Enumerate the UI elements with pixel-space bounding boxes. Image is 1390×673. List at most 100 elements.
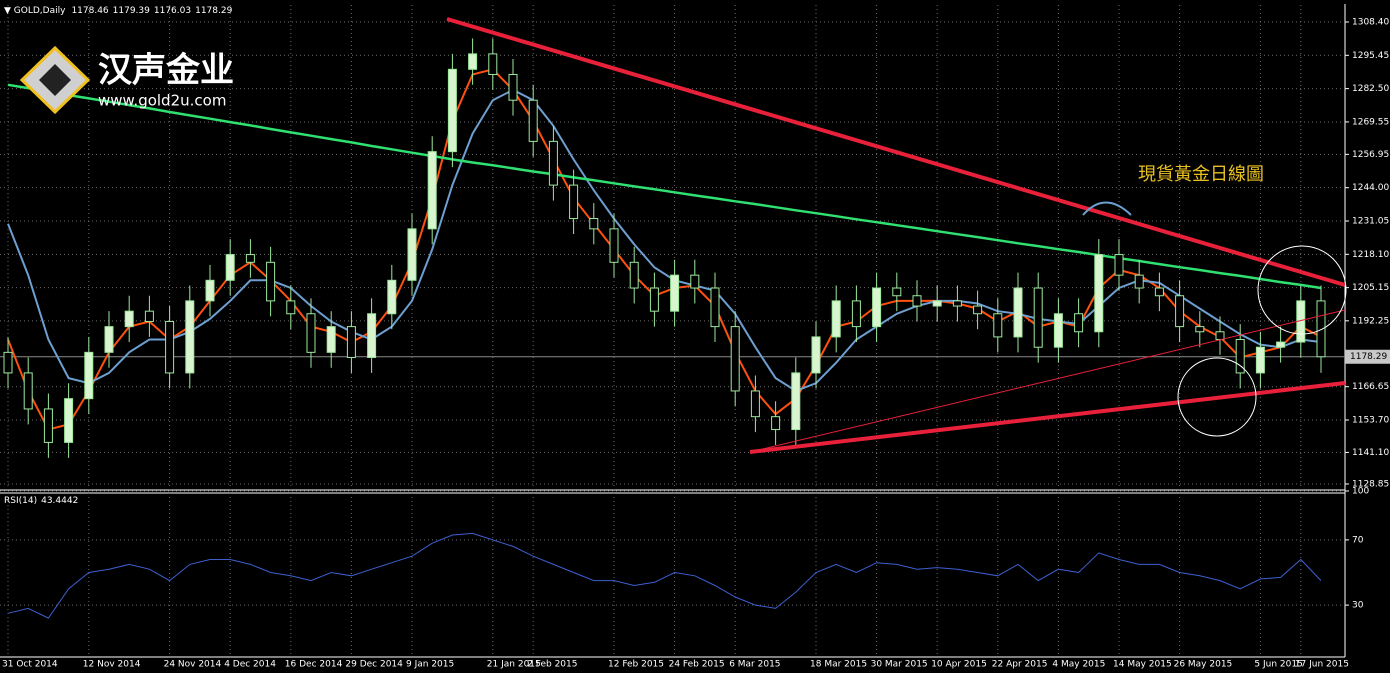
candle-body bbox=[144, 310, 154, 322]
x-tick-label: 4 May 2015 bbox=[1052, 660, 1105, 670]
candle-body bbox=[710, 287, 720, 328]
x-tick-label: 2 Feb 2015 bbox=[527, 660, 577, 670]
chart-header: ▼ GOLD,Daily 1178.46 1179.39 1176.03 1178.29 bbox=[4, 6, 233, 16]
candle-body bbox=[609, 228, 619, 263]
candle-body bbox=[528, 99, 538, 142]
candle-body bbox=[1255, 346, 1265, 374]
candle-body bbox=[326, 326, 336, 353]
candle-body bbox=[932, 300, 942, 307]
candle-body bbox=[1316, 300, 1326, 358]
highlight-arc bbox=[1082, 201, 1132, 216]
candle-body bbox=[569, 184, 579, 220]
candle-body bbox=[1013, 287, 1023, 338]
y-tick-label: 70 bbox=[1352, 535, 1364, 545]
y-tick-label: 1218.10 bbox=[1352, 250, 1389, 260]
marks: 1308.40 1295.45 1282.50 1269.55 1256.95 1244.… bbox=[0, 5, 1389, 670]
quote: 1179.39 bbox=[113, 6, 150, 16]
candle-body bbox=[205, 279, 215, 302]
candle-body bbox=[43, 408, 53, 443]
x-tick-label: 5 Jun 2015 bbox=[1254, 660, 1302, 670]
candle-body bbox=[286, 300, 296, 315]
highlight-circle bbox=[1257, 245, 1347, 335]
y-tick-label: 1205.15 bbox=[1352, 283, 1389, 293]
y-tick-label: 30 bbox=[1352, 601, 1364, 611]
x-tick-label: 6 Mar 2015 bbox=[729, 660, 780, 670]
candle-body bbox=[1195, 326, 1205, 333]
candle-body bbox=[993, 313, 1003, 338]
y-tick-label: 100 bbox=[1352, 487, 1369, 497]
candle-body bbox=[64, 398, 74, 443]
x-tick-label: 14 May 2015 bbox=[1113, 660, 1172, 670]
candle-body bbox=[730, 326, 740, 392]
x-tick-label: 24 Nov 2014 bbox=[164, 660, 222, 670]
x-tick-label: 4 Dec 2014 bbox=[224, 660, 276, 670]
highlight-circle bbox=[1177, 357, 1257, 437]
x-tick-label: 24 Feb 2015 bbox=[669, 660, 725, 670]
y-tick-label: 1295.45 bbox=[1352, 51, 1389, 61]
candle-body bbox=[447, 68, 457, 153]
y-tick-label: 1192.25 bbox=[1352, 316, 1389, 326]
candle-body bbox=[3, 351, 13, 374]
candle-body bbox=[690, 274, 700, 289]
x-tick-label: 29 Dec 2014 bbox=[345, 660, 403, 670]
x-tick-label: 22 Apr 2015 bbox=[992, 660, 1048, 670]
candle-body bbox=[670, 274, 680, 312]
y-tick-label: 1244.00 bbox=[1352, 183, 1389, 193]
logo-mark bbox=[39, 64, 71, 96]
y-tick-label: 1231.05 bbox=[1352, 216, 1389, 226]
candle-body bbox=[629, 261, 639, 289]
candle-body bbox=[548, 140, 558, 186]
quote: 1178.46 bbox=[71, 6, 108, 16]
x-tick-label: 12 Nov 2014 bbox=[83, 660, 141, 670]
rsi-header: RSI(14) 43.4442 bbox=[4, 496, 78, 506]
candle-body bbox=[427, 151, 437, 230]
y-tick-label: 1141.10 bbox=[1352, 448, 1389, 458]
y-tick-label: 1128.85 bbox=[1352, 479, 1389, 489]
candle-body bbox=[952, 300, 962, 307]
trendline bbox=[749, 309, 1346, 453]
y-tick-label: 1166.65 bbox=[1352, 382, 1389, 392]
candle-body bbox=[468, 53, 478, 70]
trendline bbox=[749, 381, 1346, 454]
x-tick-label: 21 Jan 2015 bbox=[487, 660, 541, 670]
trendline bbox=[446, 17, 1346, 287]
candle-body bbox=[1114, 254, 1124, 276]
candle-body bbox=[892, 287, 902, 297]
x-tick-label: 10 Apr 2015 bbox=[931, 660, 987, 670]
y-tick-label: 1256.95 bbox=[1352, 150, 1389, 160]
candle-body bbox=[346, 326, 356, 358]
candle-body bbox=[124, 310, 134, 328]
candle-body bbox=[1215, 331, 1225, 340]
candle-body bbox=[791, 372, 801, 431]
candle-body bbox=[1053, 313, 1063, 348]
candle-body bbox=[306, 313, 316, 353]
x-tick-label: 17 Jun 2015 bbox=[1295, 660, 1349, 670]
candle-body bbox=[245, 254, 255, 263]
candle-body bbox=[1154, 287, 1164, 297]
x-tick-label: 9 Jan 2015 bbox=[406, 660, 454, 670]
candle-body bbox=[750, 390, 760, 418]
candle-body bbox=[973, 305, 983, 315]
candle-body bbox=[831, 300, 841, 338]
candle-body bbox=[165, 320, 175, 374]
y-tick-label: 1308.40 bbox=[1352, 17, 1389, 27]
last-price-label: 1178.29 bbox=[1350, 352, 1387, 362]
y-tick-label: 1269.55 bbox=[1352, 117, 1389, 127]
y-tick-label: 1282.50 bbox=[1352, 84, 1389, 94]
candle-body bbox=[1033, 287, 1043, 348]
candle-body bbox=[1094, 254, 1104, 333]
candle-body bbox=[225, 254, 235, 281]
logo-url: www.gold2u.com bbox=[98, 92, 226, 110]
candle-body bbox=[367, 313, 377, 358]
logo-name: 汉声金业 bbox=[98, 51, 234, 91]
candle-body bbox=[771, 416, 781, 431]
candle-body bbox=[649, 287, 659, 312]
candle-body bbox=[488, 53, 498, 75]
candle-body bbox=[1175, 295, 1185, 328]
candle-body bbox=[23, 372, 33, 410]
quote: 1176.03 bbox=[154, 6, 191, 16]
candle-body bbox=[1235, 338, 1245, 374]
last-price-box bbox=[1345, 349, 1390, 364]
